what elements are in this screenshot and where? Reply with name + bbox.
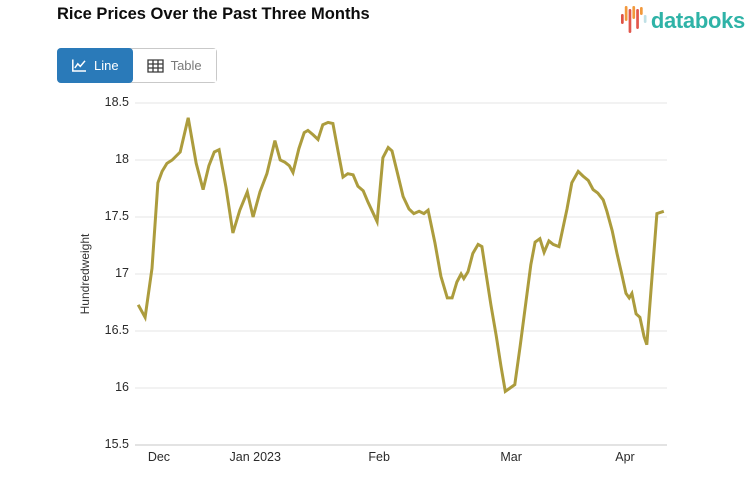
y-tick-label: 16 <box>115 380 129 394</box>
line-chart-icon <box>72 59 86 72</box>
databoks-logo: databoks <box>620 6 745 36</box>
logo-bars-icon <box>620 6 647 33</box>
table-view-label: Table <box>170 58 202 73</box>
logo-bar <box>643 15 647 23</box>
page-title: Rice Prices Over the Past Three Months <box>57 5 370 23</box>
logo-bar <box>628 9 632 33</box>
y-tick-label: 15.5 <box>104 437 129 451</box>
view-toggle: Line Table <box>57 48 217 83</box>
table-icon <box>146 58 164 73</box>
logo-bar <box>620 14 624 24</box>
logo-bar <box>624 6 628 21</box>
logo-bar <box>639 7 643 15</box>
chart-canvas <box>135 102 667 446</box>
line-view-button[interactable]: Line <box>57 48 133 83</box>
logo-bar <box>632 6 635 19</box>
y-tick-label: 17.5 <box>104 209 129 223</box>
x-tick-label: Apr <box>615 450 635 464</box>
logo-bar <box>636 9 639 29</box>
x-tick-label: Mar <box>500 450 522 464</box>
y-tick-label: 18.5 <box>104 95 129 109</box>
line-view-label: Line <box>94 58 119 73</box>
table-view-button[interactable]: Table <box>132 49 216 82</box>
logo-text: databoks <box>650 8 745 33</box>
x-tick-label: Feb <box>368 450 390 464</box>
price-line-series[interactable] <box>136 117 665 395</box>
y-tick-label: 17 <box>115 266 129 280</box>
y-tick-label: 16.5 <box>104 323 129 337</box>
y-tick-label: 18 <box>115 152 129 166</box>
x-tick-label: Jan 2023 <box>229 450 281 464</box>
x-tick-label: Dec <box>147 450 171 464</box>
